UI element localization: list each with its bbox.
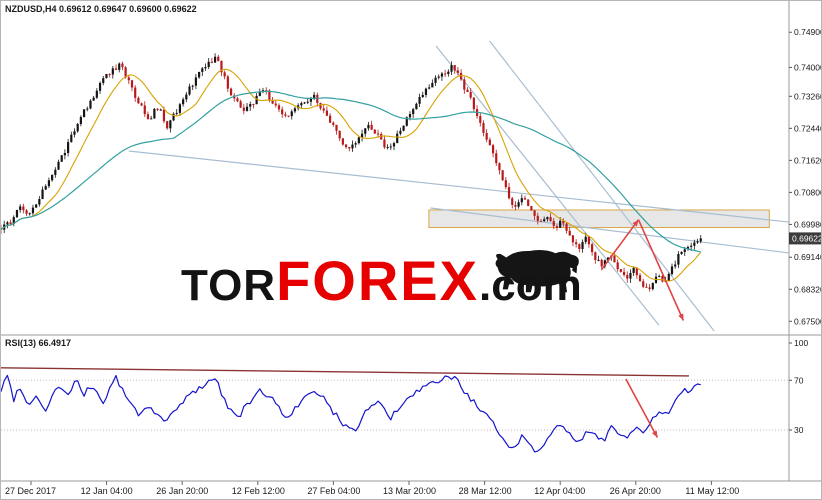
resistance-zone xyxy=(428,209,770,229)
svg-text:27 Feb 04:00: 27 Feb 04:00 xyxy=(307,486,360,496)
svg-text:0.69622: 0.69622 xyxy=(792,233,822,243)
svg-text:11 May 12:00: 11 May 12:00 xyxy=(685,486,739,496)
svg-text:0.71620: 0.71620 xyxy=(794,155,822,165)
svg-text:0.67500: 0.67500 xyxy=(794,316,822,326)
rsi-indicator-label: RSI(13) 66.4917 xyxy=(5,338,72,348)
watermark-tor-text: TOR xyxy=(181,261,277,310)
symbol-ohlc-label: NZDUSD,H4 0.69612 0.69647 0.69600 0.6962… xyxy=(5,4,197,14)
svg-text:28 Mar 12:00: 28 Mar 12:00 xyxy=(459,486,512,496)
svg-text:13 Mar 20:00: 13 Mar 20:00 xyxy=(383,486,436,496)
svg-text:0.74000: 0.74000 xyxy=(794,62,822,72)
ma-slow-line xyxy=(1,90,701,253)
watermark-forex-text: FOREX xyxy=(276,249,480,312)
forecast-arrows xyxy=(600,219,685,321)
svg-text:0.68320: 0.68320 xyxy=(794,284,822,294)
svg-text:0.72440: 0.72440 xyxy=(794,123,822,133)
panel-separators xyxy=(1,1,821,482)
svg-text:0.69980: 0.69980 xyxy=(794,219,822,229)
trend-channel-lines xyxy=(128,40,790,332)
svg-text:26 Jan 20:00: 26 Jan 20:00 xyxy=(156,486,208,496)
rsi-line xyxy=(1,374,701,453)
svg-text:0.73260: 0.73260 xyxy=(794,91,822,101)
candlesticks xyxy=(1,53,702,292)
watermark: TOR FOREX .com xyxy=(181,249,582,312)
svg-text:100: 100 xyxy=(794,338,808,348)
svg-text:70: 70 xyxy=(794,375,804,385)
current-price-tag: 0.69622 xyxy=(789,232,822,245)
ma-fast-line xyxy=(1,68,702,282)
price-axis-labels: 0.74900 0.74000 0.73260 0.72440 0.71620 0.708… xyxy=(789,27,822,326)
svg-text:0.69140: 0.69140 xyxy=(794,252,822,262)
svg-text:12 Feb 12:00: 12 Feb 12:00 xyxy=(232,486,285,496)
rsi-axis-labels: 100 70 30 xyxy=(789,338,808,435)
time-axis-labels: 27 Dec 2017 12 Jan 04:00 26 Jan 20:00 12 Fe… xyxy=(5,481,739,496)
watermark-com-text: .com xyxy=(479,261,582,310)
rsi-forecast-arrow xyxy=(625,378,659,438)
svg-text:12 Apr 04:00: 12 Apr 04:00 xyxy=(534,486,585,496)
svg-text:30: 30 xyxy=(794,425,804,435)
svg-text:27 Dec 2017: 27 Dec 2017 xyxy=(5,486,56,496)
svg-text:26 Apr 20:00: 26 Apr 20:00 xyxy=(610,486,661,496)
svg-text:12 Jan 04:00: 12 Jan 04:00 xyxy=(81,486,133,496)
bull-icon xyxy=(495,250,579,293)
rsi-levels xyxy=(1,379,789,431)
watermark-com-wrap: .com xyxy=(479,250,582,310)
rsi-trendline xyxy=(1,367,689,377)
svg-text:0.74900: 0.74900 xyxy=(794,27,822,37)
svg-text:0.70800: 0.70800 xyxy=(794,187,822,197)
